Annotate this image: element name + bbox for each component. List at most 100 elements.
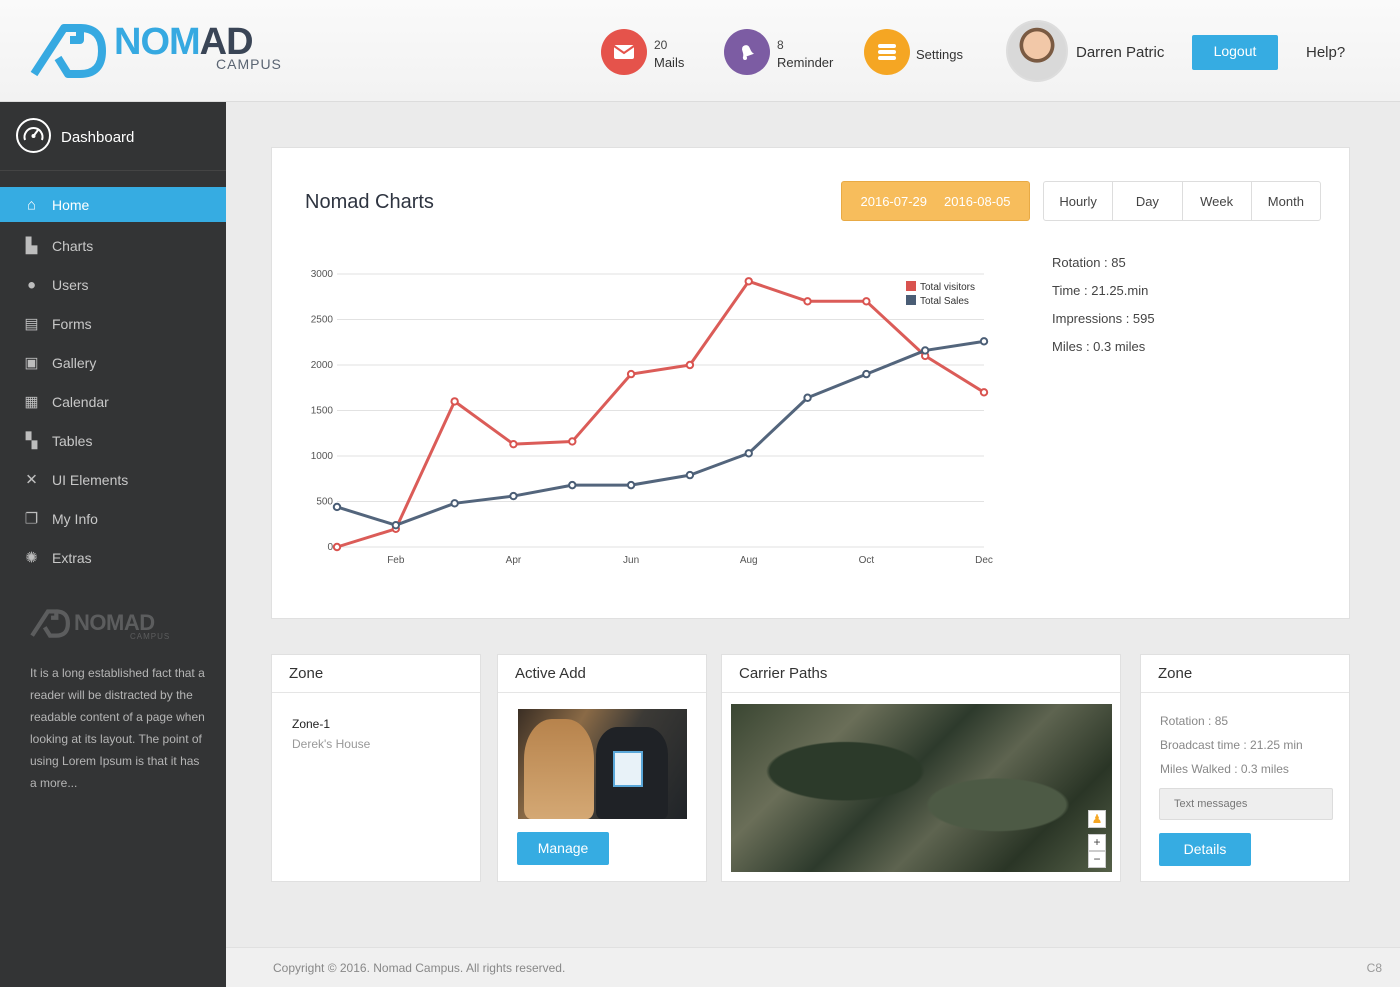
calendar-icon: ▦ xyxy=(24,393,39,410)
logout-button[interactable]: Logout xyxy=(1192,35,1278,70)
y-tick-label: 3000 xyxy=(311,269,334,280)
brand-sub: CAMPUS xyxy=(216,56,282,72)
home-icon: ⌂ xyxy=(26,196,37,213)
data-point xyxy=(509,491,518,501)
manage-button[interactable]: Manage xyxy=(517,832,609,865)
data-point xyxy=(744,449,753,458)
zoom-out-icon[interactable]: − xyxy=(1088,851,1106,868)
brand-logo[interactable]: NOMAD CAMPUS xyxy=(30,22,290,78)
data-point xyxy=(803,297,812,306)
tables-icon: ▚ xyxy=(25,432,38,449)
gallery-icon: ▣ xyxy=(24,354,39,371)
mail-label[interactable]: Mails xyxy=(654,55,685,70)
sidebar-item-extras[interactable]: ✺ Extras xyxy=(0,538,226,577)
user-name[interactable]: Darren Patric xyxy=(1076,44,1165,61)
data-point xyxy=(862,369,871,379)
carrier-paths-card: Carrier Paths ♟ + − xyxy=(721,654,1121,882)
data-point xyxy=(332,542,342,552)
ad-photo-person xyxy=(524,719,594,819)
sidebar-item-label: Users xyxy=(52,276,89,293)
data-point xyxy=(979,337,989,346)
sidebar-item-label: Home xyxy=(52,196,90,213)
series-line-0 xyxy=(336,279,985,549)
sidebar-item-calendar[interactable]: ▦ Calendar xyxy=(0,382,226,421)
x-tick-label: Oct xyxy=(859,555,875,566)
sidebar-item-gallery[interactable]: ▣ Gallery xyxy=(0,343,226,382)
satellite-map[interactable]: ♟ + − xyxy=(731,704,1112,872)
zone-card: Zone Zone-1 Derek's House xyxy=(271,654,481,882)
mail-icon[interactable] xyxy=(601,29,647,75)
user-icon: ● xyxy=(26,276,37,293)
menu-icon[interactable] xyxy=(864,29,910,75)
period-month[interactable]: Month xyxy=(1267,193,1304,209)
sidebar-item-home[interactable]: ⌂ Home xyxy=(0,187,226,222)
data-point xyxy=(685,360,695,370)
sidebar-item-label: Tables xyxy=(52,432,93,449)
sidebar-item-my-info[interactable]: ❐ My Info xyxy=(0,499,226,538)
bell-icon[interactable] xyxy=(724,29,770,75)
dashboard-label: Dashboard xyxy=(61,129,135,146)
sidebar-item-tables[interactable]: ▚ Tables xyxy=(0,421,226,460)
zone-miles: Miles Walked : 0.3 miles xyxy=(1160,762,1289,776)
zone-name[interactable]: Zone-1 xyxy=(292,717,331,731)
avatar[interactable] xyxy=(1006,20,1068,82)
sidebar-logo-icon xyxy=(30,609,71,638)
data-point xyxy=(626,369,636,379)
x-tick-label: Aug xyxy=(740,555,758,566)
data-point xyxy=(568,480,577,490)
y-tick-label: 500 xyxy=(316,497,333,508)
period-week[interactable]: Week xyxy=(1183,182,1252,220)
sidebar-item-label: Calendar xyxy=(52,393,109,410)
zone-stats-title: Zone xyxy=(1141,655,1349,693)
zone-broadcast: Broadcast time : 21.25 min xyxy=(1160,738,1303,752)
y-tick-label: 0 xyxy=(327,542,333,553)
data-point xyxy=(391,520,401,530)
legend-label: Total Sales xyxy=(920,296,969,307)
sidebar-item-ui-elements[interactable]: ✕ UI Elements xyxy=(0,460,226,499)
zone-place: Derek's House xyxy=(292,737,371,751)
data-point xyxy=(450,499,459,508)
sidebar: Dashboard ⌂ Home ▙ Charts ● Users ▤ Form… xyxy=(0,102,226,987)
details-button[interactable]: Details xyxy=(1159,833,1251,866)
period-hourly[interactable]: Hourly xyxy=(1044,182,1114,220)
data-point xyxy=(862,297,871,306)
x-tick-label: Jun xyxy=(623,555,639,566)
stat-time: Time : 21.25.min xyxy=(1052,283,1149,298)
sidebar-item-forms[interactable]: ▤ Forms xyxy=(0,304,226,343)
period-day[interactable]: Day xyxy=(1113,182,1183,220)
data-point xyxy=(685,470,695,480)
reminder-count: 8 xyxy=(777,38,784,52)
sidebar-item-charts[interactable]: ▙ Charts xyxy=(0,226,226,265)
dashboard-header[interactable]: Dashboard xyxy=(0,102,226,171)
y-tick-label: 2500 xyxy=(311,315,334,326)
form-icon: ▤ xyxy=(24,315,39,332)
zone-card-title: Zone xyxy=(272,655,480,693)
active-ad-card: Active Add Manage xyxy=(497,654,707,882)
brand-name: NOMAD xyxy=(114,21,254,63)
settings-label[interactable]: Settings xyxy=(916,47,963,62)
data-point xyxy=(920,346,930,355)
extras-icon: ✺ xyxy=(25,549,38,566)
sidebar-logo-word: NOMAD xyxy=(74,610,155,635)
copyright: Copyright © 2016. Nomad Campus. All righ… xyxy=(273,961,566,975)
zoom-in-icon[interactable]: + xyxy=(1088,834,1106,851)
x-tick-label: Dec xyxy=(975,555,993,566)
x-tick-label: Apr xyxy=(506,555,522,566)
y-tick-label: 2000 xyxy=(311,360,334,371)
data-point xyxy=(979,388,989,397)
stat-miles: Miles : 0.3 miles xyxy=(1052,339,1146,354)
reminder-label[interactable]: Reminder xyxy=(777,55,834,70)
sidebar-item-label: UI Elements xyxy=(52,471,129,488)
pegman-icon[interactable]: ♟ xyxy=(1088,810,1106,828)
date-end: 2016-08-05 xyxy=(944,193,1011,209)
data-point xyxy=(803,393,812,402)
date-range-picker[interactable]: 2016-07-29 2016-08-05 xyxy=(841,181,1030,221)
sidebar-item-label: Charts xyxy=(52,237,94,254)
line-chart: 0 500 1000 1500 2000 2500 3000 Feb Apr Jun Aug Oct D… xyxy=(311,269,993,566)
text-messages-input[interactable]: Text messages xyxy=(1159,788,1333,820)
sidebar-item-label: Forms xyxy=(52,315,92,332)
legend-swatch xyxy=(906,281,916,291)
charts-title: Nomad Charts xyxy=(305,191,434,213)
sidebar-item-users[interactable]: ● Users xyxy=(0,265,226,304)
help-link[interactable]: Help? xyxy=(1306,44,1346,61)
